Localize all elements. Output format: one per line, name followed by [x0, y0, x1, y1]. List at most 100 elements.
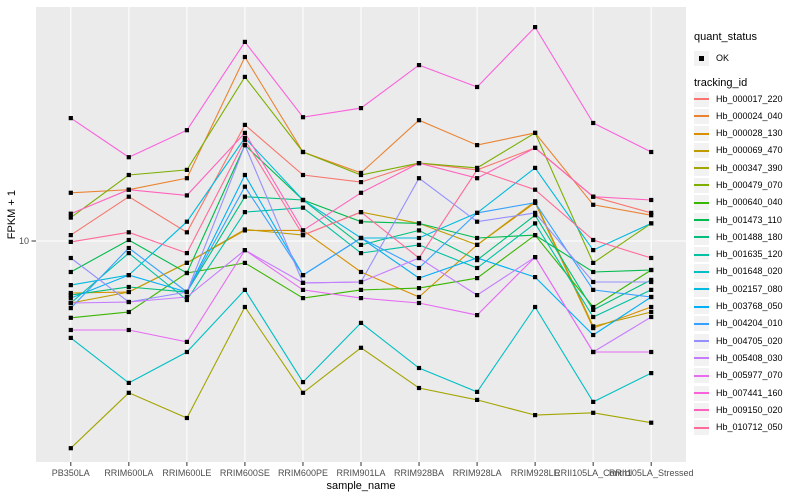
- data-point-Hb_000069_470: [649, 309, 654, 315]
- x-tick-label: RRIM600LA: [104, 468, 154, 478]
- legend-tracking-id-entries: Hb_000017_220 Hb_000024_040 Hb_000028_130 H…: [694, 91, 783, 438]
- legend-key: [694, 420, 709, 436]
- data-point-Hb_001635_120: [126, 251, 131, 256]
- data-point-Hb_007441_160: [68, 116, 73, 121]
- data-point-Hb_004705_020: [242, 143, 247, 148]
- data-point-Hb_005977_070: [184, 339, 189, 344]
- data-point-Hb_004705_020: [649, 279, 654, 285]
- data-point-Hb_000347_390: [126, 390, 131, 395]
- legend-entry-label: Hb_000017_220: [716, 93, 783, 104]
- data-point-Hb_005977_070: [68, 327, 73, 333]
- legend-entry-label: Hb_001488_180: [716, 231, 783, 242]
- legend-key-line: [694, 132, 709, 135]
- data-point-Hb_000028_130: [649, 304, 654, 310]
- legend-key: [694, 126, 709, 142]
- data-point-Hb_010712_050: [242, 138, 247, 143]
- data-point-Hb_003768_050: [68, 296, 73, 301]
- legend-key: [694, 195, 709, 211]
- data-point-Hb_007441_160: [242, 39, 247, 44]
- legend-entry-label: OK: [716, 53, 730, 63]
- data-point-Hb_004705_020: [533, 210, 538, 215]
- data-point-Hb_010712_050: [184, 251, 189, 256]
- data-point-Hb_003768_050: [126, 273, 131, 278]
- data-point-Hb_005977_070: [591, 349, 596, 355]
- data-point-Hb_000017_220: [126, 194, 131, 199]
- data-point-Hb_010712_050: [416, 255, 422, 261]
- data-point-Hb_000640_040: [591, 304, 596, 310]
- legend-key-line: [694, 357, 709, 360]
- data-point-Hb_000069_470: [242, 227, 247, 232]
- data-point-Hb_009150_020: [358, 190, 364, 195]
- x-tick-label: RRIM901LA: [336, 468, 386, 478]
- legend-key-line: [694, 253, 709, 256]
- data-point-Hb_001488_180: [358, 242, 364, 247]
- point-marker-icon: [699, 56, 704, 61]
- legend-entry-quant-status-ok: OK: [694, 51, 729, 66]
- data-point-Hb_000017_220: [184, 230, 189, 235]
- data-point-Hb_004705_020: [416, 176, 422, 181]
- data-point-Hb_004204_010: [68, 306, 73, 311]
- legend-entry-label: Hb_010712_050: [716, 422, 783, 433]
- legend-entry-Hb_000017_220: Hb_000017_220: [694, 91, 783, 107]
- data-point-Hb_000479_070: [591, 260, 596, 265]
- legend-key: [694, 160, 709, 176]
- data-point-Hb_000640_040: [416, 286, 422, 291]
- legend-entry-Hb_000479_070: Hb_000479_070: [694, 177, 783, 193]
- data-point-Hb_004705_020: [475, 219, 480, 224]
- data-point-Hb_001488_180: [591, 307, 596, 312]
- data-point-Hb_005977_070: [475, 313, 480, 318]
- legend-key: [694, 177, 709, 193]
- y-axis-title: FPKM + 1: [6, 190, 18, 240]
- legend-entry-label: Hb_000028_130: [716, 128, 783, 139]
- data-point-Hb_010712_050: [649, 255, 654, 261]
- data-point-Hb_002157_080: [649, 221, 654, 226]
- legend-key-line: [694, 115, 709, 118]
- data-point-Hb_001635_120: [416, 242, 422, 247]
- data-point-Hb_001635_120: [300, 205, 306, 210]
- data-point-Hb_002157_080: [68, 283, 73, 288]
- legend-key: [694, 316, 709, 332]
- legend-key-line: [694, 288, 709, 291]
- data-point-Hb_004705_020: [591, 279, 596, 285]
- data-point-Hb_009150_020: [300, 228, 306, 233]
- data-point-Hb_005977_070: [242, 248, 247, 253]
- legend-entry-Hb_005408_030: Hb_005408_030: [694, 350, 783, 366]
- data-point-Hb_001473_110: [475, 235, 480, 241]
- data-point-Hb_000024_040: [475, 143, 480, 148]
- legend-entry-label: Hb_005408_030: [716, 352, 783, 363]
- data-point-Hb_007441_160: [533, 25, 538, 30]
- legend-entry-label: Hb_002157_080: [716, 283, 783, 294]
- x-tick-label: RRIM600SE: [219, 468, 270, 478]
- legend-key-line: [694, 219, 709, 222]
- legend-entry-Hb_010712_050: Hb_010712_050: [694, 420, 783, 436]
- legend-entry-label: Hb_000347_390: [716, 162, 783, 173]
- data-point-Hb_000069_470: [126, 289, 131, 295]
- data-point-Hb_000640_040: [126, 309, 131, 315]
- data-point-Hb_000479_070: [68, 215, 73, 220]
- data-point-Hb_000017_220: [358, 180, 364, 185]
- data-point-Hb_002157_080: [242, 135, 247, 140]
- data-point-Hb_002157_080: [591, 248, 596, 253]
- legend-key: [694, 264, 709, 280]
- data-point-Hb_004705_020: [68, 255, 73, 261]
- data-point-Hb_010712_050: [591, 237, 596, 243]
- legend-key: [694, 91, 709, 107]
- legend-key-line: [694, 149, 709, 152]
- data-point-Hb_000347_390: [358, 345, 364, 350]
- legend-entry-label: Hb_005977_070: [716, 370, 783, 381]
- data-point-Hb_001488_180: [126, 284, 131, 290]
- data-point-Hb_001635_120: [184, 297, 189, 303]
- data-point-Hb_007441_160: [475, 84, 480, 90]
- data-point-Hb_001488_180: [416, 228, 422, 233]
- legend-entry-Hb_001473_110: Hb_001473_110: [694, 212, 783, 228]
- data-point-Hb_000347_390: [242, 304, 247, 310]
- data-point-Hb_007441_160: [300, 115, 306, 120]
- legend-entry-Hb_003768_050: Hb_003768_050: [694, 299, 783, 315]
- data-point-Hb_000017_220: [242, 122, 247, 127]
- data-point-Hb_000017_220: [300, 172, 306, 178]
- data-point-Hb_004204_010: [416, 265, 422, 271]
- x-tick-label: RRII105LA_Stressed: [608, 468, 694, 478]
- legend-key-line: [694, 374, 709, 377]
- data-point-Hb_000640_040: [358, 287, 364, 292]
